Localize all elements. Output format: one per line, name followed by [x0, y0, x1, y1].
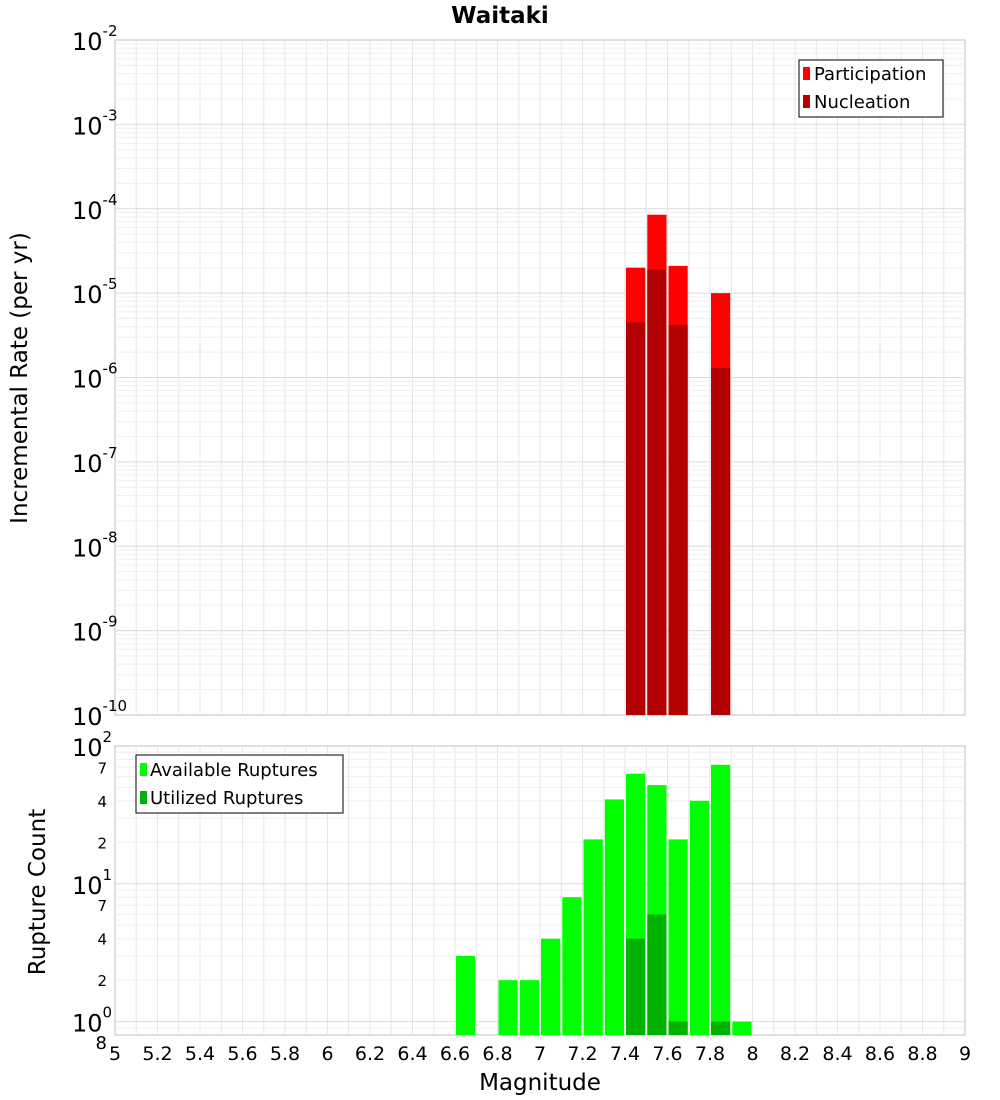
magnitude-x-tick-label: 7.2: [567, 1043, 597, 1065]
count-legend: Available Ruptures Utilized Ruptures: [135, 754, 344, 814]
rate-panel: 10-10 10-9 10-8 10-7 10-6 10-5 10-4 10-3 10-2 In…: [7, 22, 966, 731]
count-legend-box: [135, 754, 344, 814]
count-bar-available-ruptures: [732, 1021, 752, 1035]
rate-bars: [626, 214, 731, 715]
count-y-tick-label-minor: 7: [97, 759, 107, 777]
count-bars: [456, 764, 752, 1035]
magnitude-x-tick-label: 5: [109, 1043, 121, 1065]
magnitude-x-tick-label: 8.4: [822, 1043, 852, 1065]
count-bar-available-ruptures: [689, 800, 710, 1035]
rate-y-ticks: 10-10 10-9 10-8 10-7 10-6 10-5 10-4 10-3 10-2: [72, 22, 127, 731]
magnitude-x-tick-label: 7.8: [695, 1043, 725, 1065]
rate-bar-nucleation: [626, 322, 646, 715]
magnitude-x-tick-label: 6.6: [440, 1043, 470, 1065]
count-bar-available-ruptures: [604, 799, 624, 1035]
count-bar-utilized-ruptures: [668, 1021, 688, 1035]
legend-swatch-available: [140, 763, 147, 776]
magnitude-x-tick-label: 5.6: [227, 1043, 257, 1065]
rate-legend-box: [798, 59, 944, 118]
legend-label-participation: Participation: [814, 64, 926, 85]
legend-label-nucleation: Nucleation: [814, 92, 910, 113]
count-y-tick-label-minor: 2: [97, 972, 107, 990]
magnitude-x-tick-label: 8: [746, 1043, 758, 1065]
magnitude-x-tick-label: 8.2: [780, 1043, 810, 1065]
count-y-axis-title: Rupture Count: [25, 809, 51, 975]
count-bar-available-ruptures: [562, 897, 582, 1035]
rate-y-tick-label: 10-7: [72, 444, 118, 478]
count-y-tick-label-minor: 8: [96, 1033, 107, 1054]
count-bar-available-ruptures: [541, 938, 561, 1035]
count-y-tick-label-minor: 4: [97, 931, 107, 949]
count-y-tick-label-minor: 7: [97, 897, 107, 915]
magnitude-x-tick-label: 8.6: [865, 1043, 895, 1065]
rate-bar-nucleation: [668, 324, 688, 715]
magnitude-x-tick-label: 6.2: [355, 1043, 385, 1065]
count-y-ticks: 100 101 102 8 2 4 7 2 4 7: [72, 728, 112, 1054]
magnitude-x-tick-label: 5.8: [270, 1043, 300, 1065]
magnitude-x-tick-label: 6.4: [397, 1043, 427, 1065]
legend-swatch-utilized: [140, 791, 147, 804]
legend-swatch-participation: [803, 67, 810, 80]
legend-swatch-nucleation: [803, 95, 810, 108]
count-bar-available-ruptures: [668, 839, 688, 1035]
count-bar-available-ruptures: [711, 764, 731, 1035]
chart-title: Waitaki: [451, 3, 549, 29]
rate-y-tick-label: 10-10: [72, 697, 127, 731]
legend-label-utilized: Utilized Ruptures: [150, 788, 303, 809]
count-panel: 100 101 102 8 2 4 7 2 4 7 5 5.2 5.4 5.6 5.8 6 6.2 6.4 6.6…: [25, 728, 971, 1096]
count-bar-available-ruptures: [498, 980, 518, 1035]
count-bar-available-ruptures: [456, 955, 476, 1035]
magnitude-x-tick-label: 9: [959, 1043, 971, 1065]
rate-y-tick-label: 10-2: [72, 22, 118, 56]
count-y-tick-label-major: 101: [72, 866, 112, 900]
rate-y-tick-label: 10-5: [72, 275, 118, 309]
magnitude-x-tick-label: 5.4: [185, 1043, 215, 1065]
rate-legend: Participation Nucleation: [798, 59, 944, 118]
count-bar-utilized-ruptures: [647, 914, 667, 1035]
magnitude-x-tick-label: 5.2: [142, 1043, 172, 1065]
magnitude-x-ticks: 5 5.2 5.4 5.6 5.8 6 6.2 6.4 6.6 6.8 7 7.2 7.4 7.6 7.8 8…: [109, 1043, 971, 1065]
count-y-tick-label-major: 100: [72, 1004, 112, 1038]
rate-bar-nucleation: [647, 269, 667, 715]
rate-y-tick-label: 10-9: [72, 613, 118, 647]
rate-y-tick-label: 10-3: [72, 106, 118, 140]
magnitude-x-tick-label: 6.8: [482, 1043, 512, 1065]
rate-y-tick-label: 10-4: [72, 191, 118, 225]
magnitude-x-tick-label: 8.8: [907, 1043, 937, 1065]
rate-y-tick-label: 10-6: [72, 360, 118, 394]
magnitude-x-tick-label: 7.6: [652, 1043, 682, 1065]
count-y-tick-label-minor: 4: [97, 793, 107, 811]
count-y-tick-label-minor: 2: [97, 834, 107, 852]
magnitude-x-tick-label: 6: [321, 1043, 333, 1065]
count-bar-available-ruptures: [519, 980, 540, 1035]
rate-bar-nucleation: [711, 367, 731, 715]
count-bar-utilized-ruptures: [711, 1021, 731, 1035]
magnitude-x-tick-label: 7: [534, 1043, 546, 1065]
magnitude-x-tick-label: 7.4: [610, 1043, 640, 1065]
count-y-tick-label-major: 102: [72, 728, 112, 762]
count-bar-utilized-ruptures: [626, 938, 646, 1035]
rate-grid: [115, 40, 965, 715]
rate-y-tick-label: 10-8: [72, 528, 118, 562]
count-bar-available-ruptures: [583, 839, 603, 1035]
legend-label-available: Available Ruptures: [150, 760, 318, 781]
x-axis-title: Magnitude: [479, 1070, 601, 1096]
rate-y-axis-title: Incremental Rate (per yr): [7, 232, 33, 524]
